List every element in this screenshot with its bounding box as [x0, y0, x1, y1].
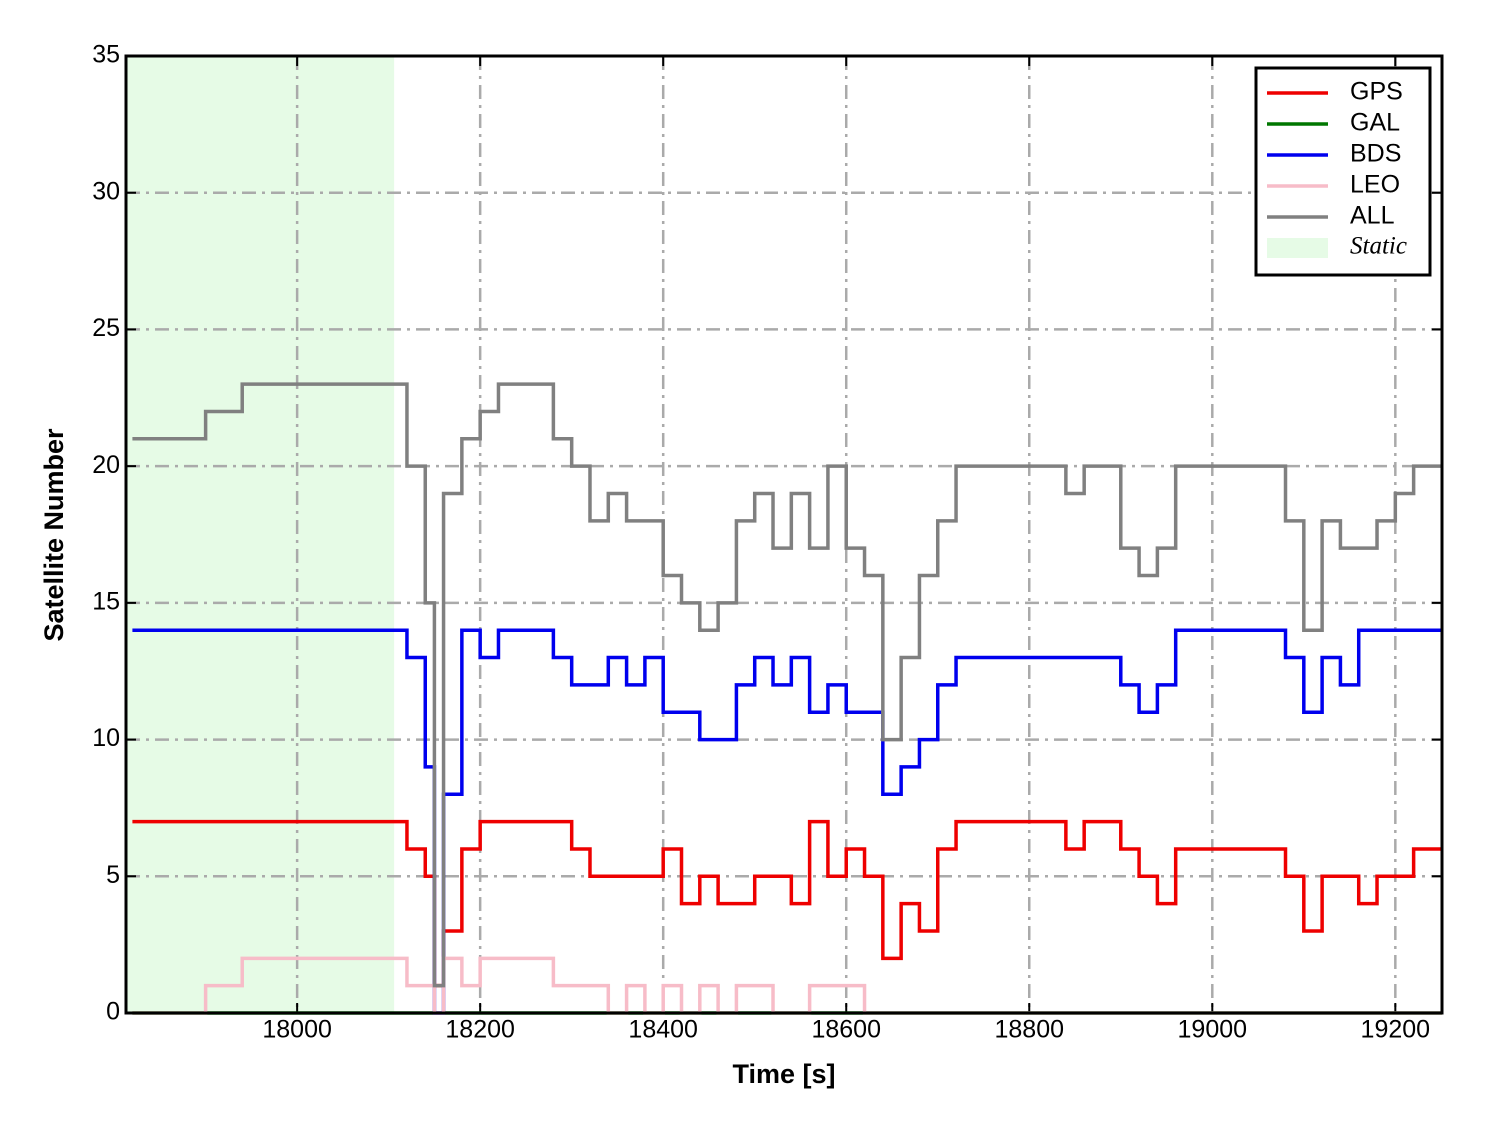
y-axis-title: Satellite Number: [39, 428, 69, 642]
y-tick-label: 5: [106, 861, 120, 889]
y-tick-label: 35: [92, 41, 120, 69]
x-tick-label: 19000: [1178, 1016, 1248, 1044]
y-tick-label: 25: [92, 314, 120, 342]
legend-swatch: [1267, 238, 1328, 258]
legend-label: GAL: [1350, 109, 1400, 137]
x-tick-label: 18800: [994, 1016, 1064, 1044]
legend-label: GPS: [1350, 78, 1403, 106]
legend-label: BDS: [1350, 140, 1401, 168]
static-span: [126, 56, 395, 1013]
series-line: [132, 382, 1442, 988]
y-tick-label: 10: [92, 724, 120, 752]
y-tick-label: 30: [92, 177, 120, 205]
series-line: [132, 819, 1442, 988]
y-tick-label: 0: [106, 998, 120, 1026]
y-tick-label: 20: [92, 451, 120, 479]
legend-label: ALL: [1350, 202, 1395, 230]
x-tick-label: 18000: [262, 1016, 332, 1044]
plot-frame: [124, 54, 1444, 1015]
x-tick-label: 18600: [811, 1016, 881, 1044]
x-tick-label: 19200: [1361, 1016, 1431, 1044]
x-tick-label: 18400: [628, 1016, 698, 1044]
series-line: [132, 628, 1442, 1015]
x-axis-title: Time [s]: [732, 1059, 835, 1089]
legend-label: LEO: [1350, 171, 1400, 199]
legend-label: Static: [1350, 233, 1407, 260]
y-tick-label: 15: [92, 587, 120, 615]
x-tick-label: 18200: [445, 1016, 515, 1044]
